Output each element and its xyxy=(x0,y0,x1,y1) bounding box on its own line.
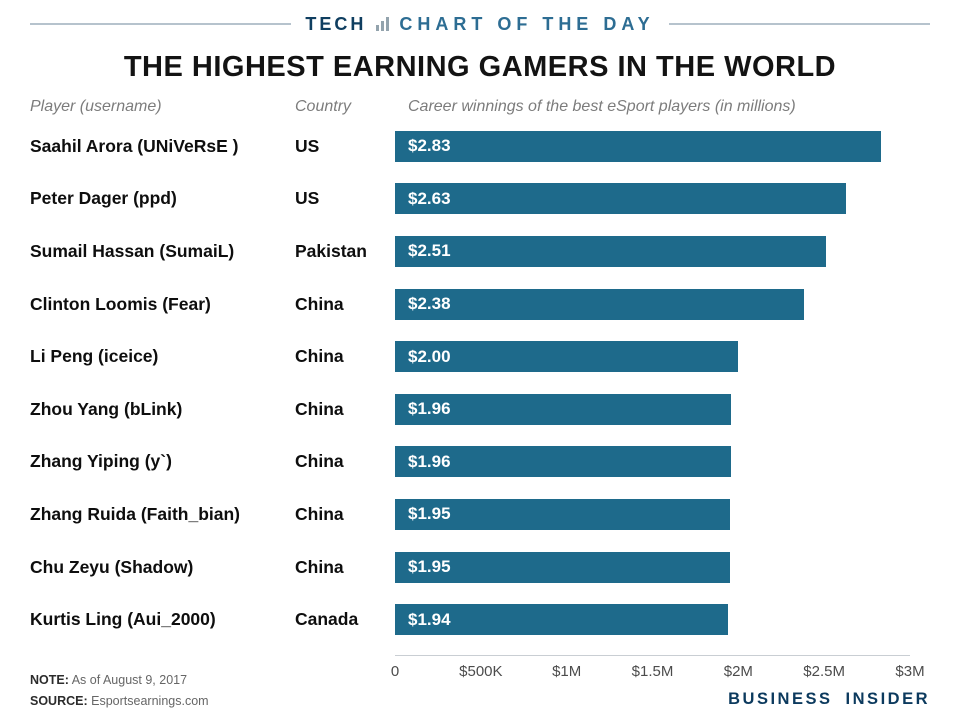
bar-track: $1.94 xyxy=(395,604,910,636)
bar-value-label: $2.63 xyxy=(408,188,451,208)
bar-chart-icon xyxy=(376,17,390,31)
value-bar: $2.83 xyxy=(395,130,881,162)
kicker-text: TECH CHART OF THE DAY xyxy=(291,14,668,35)
country-cell: China xyxy=(295,503,344,524)
value-bar: $2.00 xyxy=(395,341,739,373)
bar-track: $1.96 xyxy=(395,446,910,478)
bar-track: $2.83 xyxy=(395,130,910,162)
note-text: As of August 9, 2017 xyxy=(71,673,188,687)
country-cell: US xyxy=(295,135,320,156)
source-text: Esportsearnings.com xyxy=(91,694,209,708)
bar-value-label: $2.51 xyxy=(408,241,451,261)
kicker: TECH CHART OF THE DAY xyxy=(30,14,930,34)
table-row: Clinton Loomis (Fear) China $2.38 xyxy=(30,278,930,331)
axis-tick-label: $500K xyxy=(459,662,503,680)
bar-value-label: $1.95 xyxy=(408,504,451,524)
bar-track: $1.95 xyxy=(395,551,910,583)
player-name: Kurtis Ling (Aui_2000) xyxy=(30,609,216,630)
bar-value-label: $2.00 xyxy=(408,346,451,366)
country-cell: Canada xyxy=(295,609,359,630)
bar-value-label: $1.95 xyxy=(408,557,451,577)
axis-tick-label: $3M xyxy=(895,662,925,680)
player-name: Zhang Yiping (y`) xyxy=(30,451,172,472)
player-name: Saahil Arora (UNiVeRsE ) xyxy=(30,135,239,156)
source: SOURCE: Esportsearnings.com xyxy=(30,694,209,708)
country-cell: US xyxy=(295,188,320,209)
axis-tick-label: $2M xyxy=(723,662,753,680)
value-bar: $1.95 xyxy=(395,498,730,530)
value-column-header: Career winnings of the best eSport playe… xyxy=(408,98,796,115)
country-cell: China xyxy=(295,346,344,367)
table-row: Sumail Hassan (SumaiL) Pakistan $2.51 xyxy=(30,225,930,278)
source-label: SOURCE: xyxy=(30,694,88,708)
table-row: Saahil Arora (UNiVeRsE ) US $2.83 xyxy=(30,120,930,173)
table-row: Li Peng (iceice) China $2.00 xyxy=(30,330,930,383)
business-insider-logo: BUSINESS INSIDER xyxy=(728,690,930,708)
bar-track: $1.96 xyxy=(395,393,910,425)
x-axis: 0 $500K $1M $1.5M $2M $2.5M $3M xyxy=(391,654,925,682)
bar-track: $2.00 xyxy=(395,341,910,373)
table-row: Zhang Ruida (Faith_bian) China $1.95 xyxy=(30,488,930,541)
player-name: Zhou Yang (bLink) xyxy=(30,398,183,419)
bar-value-label: $1.96 xyxy=(408,451,451,471)
column-headers: Player (username) Country Career winning… xyxy=(30,98,930,116)
table-row: Zhou Yang (bLink) China $1.96 xyxy=(30,383,930,436)
player-name: Peter Dager (ppd) xyxy=(30,188,177,209)
axis-tick-label: 0 xyxy=(390,662,400,680)
bar-value-label: $2.38 xyxy=(408,294,451,314)
country-cell: China xyxy=(295,556,344,577)
player-name: Sumail Hassan (SumaiL) xyxy=(30,240,235,261)
player-name: Chu Zeyu (Shadow) xyxy=(30,556,194,577)
value-bar: $1.94 xyxy=(395,604,729,636)
bar-track: $2.63 xyxy=(395,183,910,215)
axis-tick-label: $1M xyxy=(552,662,582,680)
player-name: Clinton Loomis (Fear) xyxy=(30,293,211,314)
country-cell: China xyxy=(295,451,344,472)
axis-tick-label: $1.5M xyxy=(631,662,674,680)
table-row: Chu Zeyu (Shadow) China $1.95 xyxy=(30,541,930,594)
x-axis-line: 0 $500K $1M $1.5M $2M $2.5M $3M xyxy=(391,654,925,682)
table-row: Zhang Yiping (y`) China $1.96 xyxy=(30,436,930,489)
table-row: Peter Dager (ppd) US $2.63 xyxy=(30,173,930,226)
bar-rows: Saahil Arora (UNiVeRsE ) US $2.83 Peter … xyxy=(30,120,930,646)
bar-track: $1.95 xyxy=(395,498,910,530)
kicker-tech-label: TECH xyxy=(305,13,367,34)
value-bar: $2.38 xyxy=(395,288,804,320)
axis-tick-label: $2.5M xyxy=(803,662,846,680)
player-name: Zhang Ruida (Faith_bian) xyxy=(30,503,240,524)
bar-track: $2.51 xyxy=(395,235,910,267)
bar-track: $2.38 xyxy=(395,288,910,320)
country-cell: China xyxy=(295,398,344,419)
bar-value-label: $1.96 xyxy=(408,399,451,419)
kicker-line-right xyxy=(668,23,930,25)
value-bar: $1.96 xyxy=(395,446,732,478)
country-cell: Pakistan xyxy=(295,240,367,261)
note-label: NOTE: xyxy=(30,673,69,687)
note: NOTE: As of August 9, 2017 xyxy=(30,673,187,687)
country-cell: China xyxy=(295,293,344,314)
value-bar: $2.63 xyxy=(395,183,847,215)
kicker-chart-of-day-label: CHART OF THE DAY xyxy=(399,13,655,34)
country-column-header: Country xyxy=(295,98,352,115)
player-name: Li Peng (iceice) xyxy=(30,346,159,367)
table-row: Kurtis Ling (Aui_2000) Canada $1.94 xyxy=(30,593,930,646)
value-bar: $1.95 xyxy=(395,551,730,583)
page-title: THE HIGHEST EARNING GAMERS IN THE WORLD xyxy=(123,51,837,83)
value-bar: $2.51 xyxy=(395,235,826,267)
bar-value-label: $2.83 xyxy=(408,136,451,156)
bar-value-label: $1.94 xyxy=(408,609,451,629)
player-column-header: Player (username) xyxy=(30,98,162,115)
kicker-line-left xyxy=(30,23,292,25)
value-bar: $1.96 xyxy=(395,393,732,425)
